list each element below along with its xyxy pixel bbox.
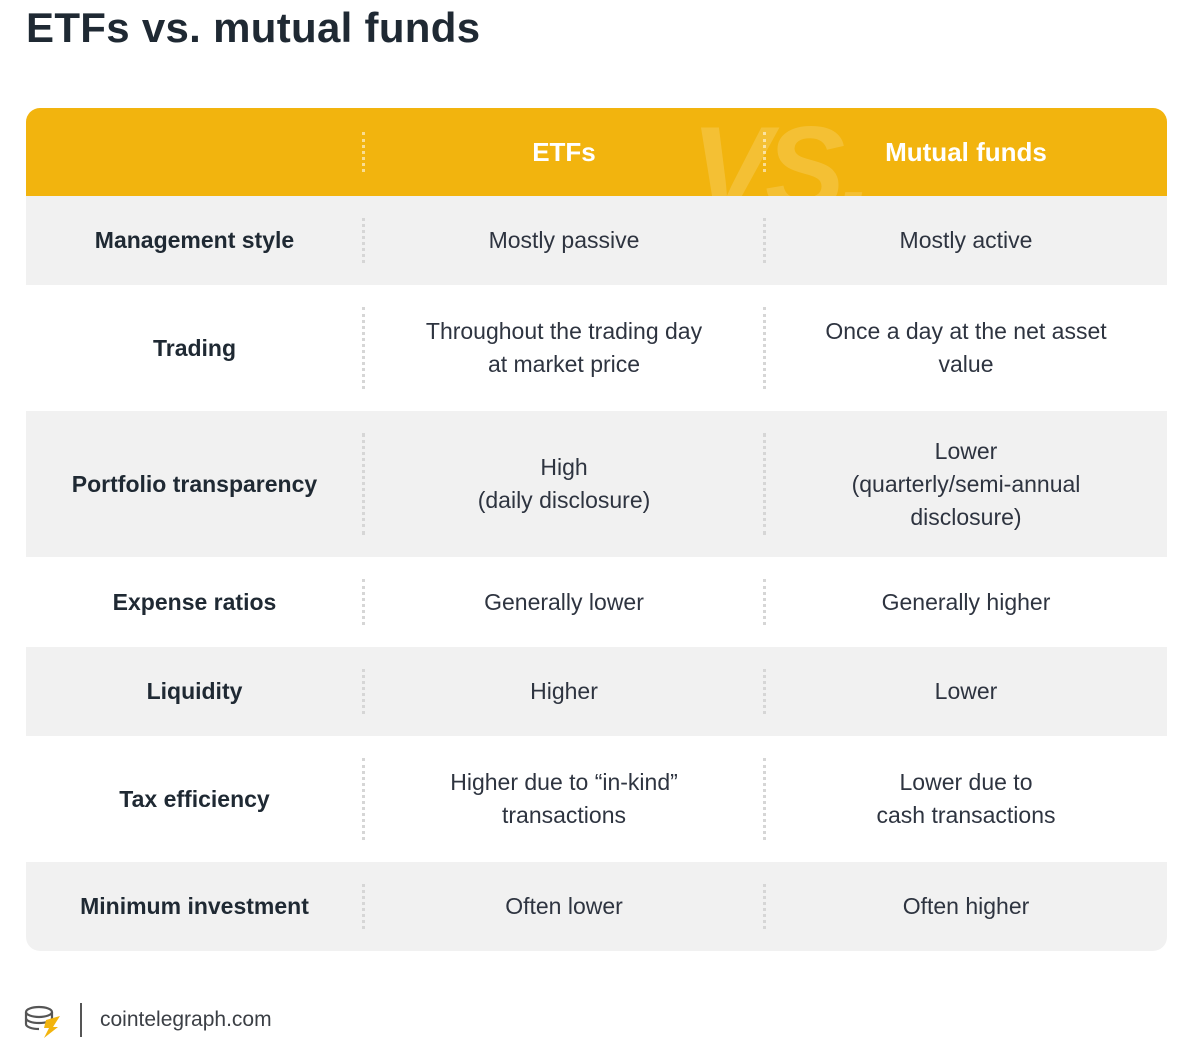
- table-row: Portfolio transparency High (daily discl…: [26, 411, 1167, 557]
- etf-value-text: High (daily disclosure): [477, 454, 651, 513]
- mutual-value: Generally higher: [881, 588, 1051, 615]
- source-link[interactable]: cointelegraph.com: [100, 1008, 272, 1031]
- table-row: Tax efficiency Higher due to “in-kind” t…: [26, 736, 1167, 862]
- row-label: Minimum investment: [80, 893, 309, 919]
- etf-value: Higher due to “in-kind” transactions: [363, 736, 765, 862]
- mutual-value-text: Lower (quarterly/semi-annual disclosure): [851, 437, 1081, 530]
- header-mutual-funds: Mutual funds: [885, 136, 1047, 167]
- etf-value: Higher: [530, 678, 598, 704]
- header-divider: [362, 132, 365, 172]
- etf-value: Often lower: [505, 893, 623, 919]
- etf-value-text: Higher due to “in-kind” transactions: [450, 769, 678, 828]
- row-label: Management style: [94, 227, 295, 253]
- column-divider: [763, 218, 766, 263]
- etf-value-text: Throughout the trading day at market pri…: [425, 318, 703, 377]
- column-divider: [362, 307, 365, 389]
- column-divider: [763, 307, 766, 389]
- mutual-value-text: Once a day at the net asset value: [825, 318, 1107, 377]
- mutual-value: Lower: [934, 678, 998, 704]
- mutual-value: Often higher: [902, 893, 1030, 919]
- row-label: Portfolio transparency: [71, 470, 318, 497]
- table-row: Expense ratios Generally lower Generally…: [26, 557, 1167, 647]
- mutual-value: Lower (quarterly/semi-annual disclosure): [765, 411, 1167, 557]
- page-title: ETFs vs. mutual funds: [26, 4, 481, 51]
- table-header: VS. ETFs Mutual funds: [26, 108, 1167, 236]
- column-divider: [362, 218, 365, 263]
- mutual-value-text: Lower due to cash transactions: [876, 769, 1056, 828]
- mutual-value: Lower due to cash transactions: [765, 736, 1167, 862]
- footer: cointelegraph.com: [22, 1000, 272, 1040]
- etf-value: Generally lower: [484, 588, 644, 615]
- column-divider: [763, 579, 766, 625]
- mutual-value: Once a day at the net asset value: [765, 285, 1167, 411]
- comparison-table: VS. ETFs Mutual funds Management style M…: [26, 108, 1167, 951]
- etf-value: Mostly passive: [488, 227, 640, 253]
- row-label: Trading: [152, 334, 237, 361]
- row-label: Tax efficiency: [119, 785, 270, 812]
- footer-divider: [80, 1003, 82, 1037]
- header-etfs: ETFs: [532, 136, 596, 167]
- row-label: Liquidity: [146, 678, 243, 704]
- column-divider: [362, 884, 365, 929]
- row-label: Expense ratios: [112, 588, 277, 615]
- column-divider: [763, 884, 766, 929]
- mutual-value: Mostly active: [899, 227, 1033, 253]
- etf-value: High (daily disclosure): [363, 411, 765, 557]
- column-divider: [362, 433, 365, 535]
- header-divider: [763, 132, 766, 172]
- column-divider: [763, 758, 766, 840]
- table-row: Minimum investment Often lower Often hig…: [26, 862, 1167, 951]
- column-divider: [362, 758, 365, 840]
- table-row: Liquidity Higher Lower: [26, 647, 1167, 736]
- column-divider: [763, 433, 766, 535]
- column-divider: [763, 669, 766, 714]
- cointelegraph-logo-icon: [22, 1000, 62, 1040]
- table-row: Trading Throughout the trading day at ma…: [26, 285, 1167, 411]
- etf-value: Throughout the trading day at market pri…: [363, 285, 765, 411]
- column-divider: [362, 669, 365, 714]
- header-empty-cell: [26, 108, 363, 196]
- table-row: Management style Mostly passive Mostly a…: [26, 196, 1167, 285]
- column-divider: [362, 579, 365, 625]
